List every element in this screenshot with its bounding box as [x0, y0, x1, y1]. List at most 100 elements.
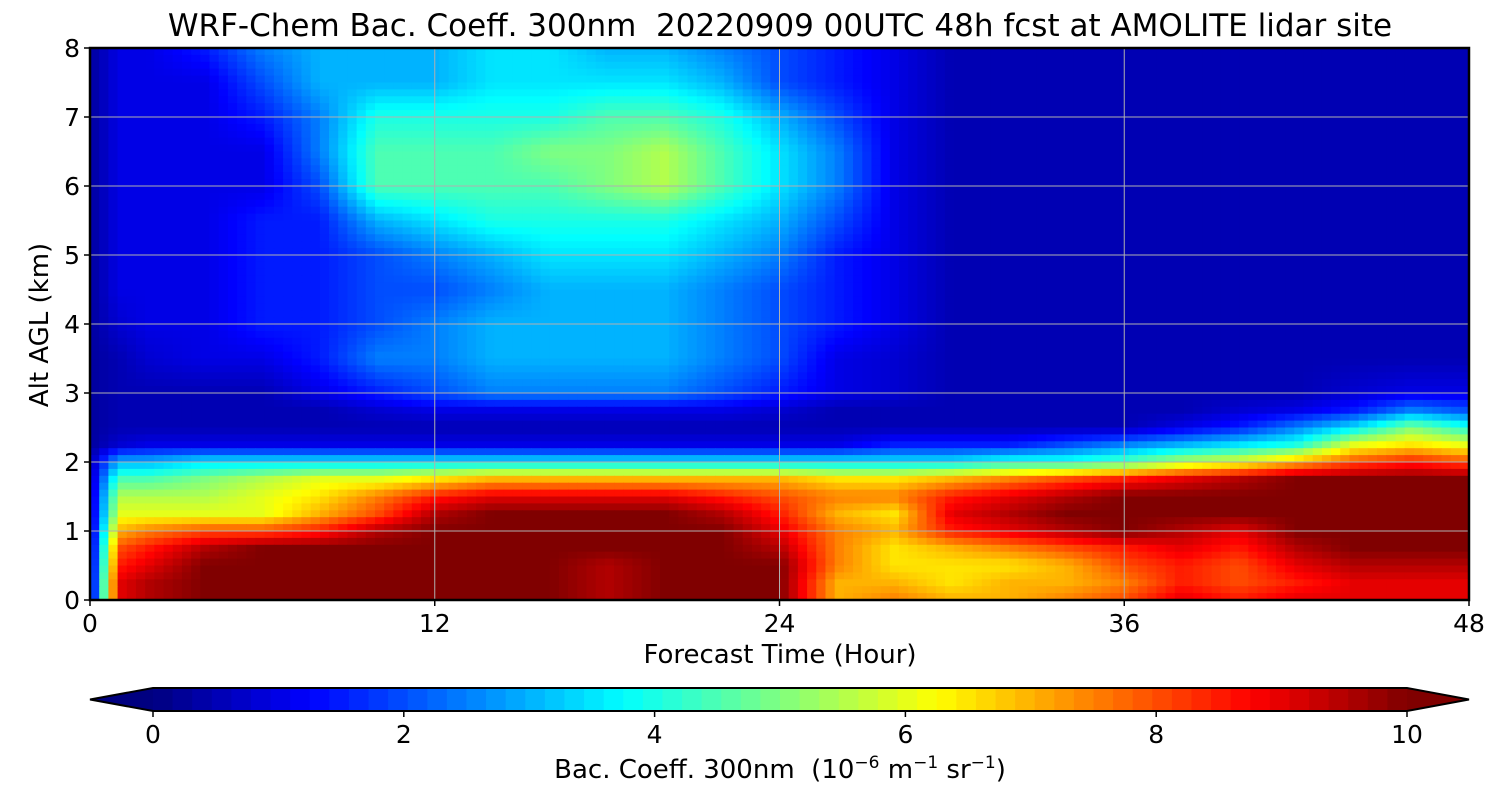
- heatmap-cell: [420, 248, 431, 256]
- heatmap-cell: [1450, 123, 1461, 132]
- heatmap-cell: [457, 165, 468, 173]
- heatmap-cell: [503, 206, 514, 215]
- heatmap-cell: [1395, 48, 1406, 56]
- heatmap-cell: [218, 227, 229, 235]
- heatmap-cell: [1110, 172, 1121, 180]
- heatmap-cell: [1303, 268, 1314, 277]
- heatmap-cell: [705, 151, 716, 159]
- heatmap-cell: [1413, 110, 1424, 118]
- heatmap-cell: [209, 275, 220, 284]
- heatmap-cell: [770, 220, 781, 228]
- heatmap-cell: [522, 248, 532, 256]
- heatmap-cell: [604, 54, 615, 63]
- heatmap-cell: [292, 75, 303, 84]
- heatmap-cell: [641, 123, 652, 132]
- heatmap-cell: [283, 199, 293, 208]
- heatmap-cell: [301, 82, 312, 90]
- heatmap-cell: [1009, 192, 1020, 201]
- heatmap-cell: [1413, 172, 1424, 180]
- heatmap-cell: [365, 151, 376, 159]
- heatmap-cell: [1193, 206, 1203, 215]
- heatmap-cell: [1266, 213, 1277, 222]
- heatmap-cell: [1404, 241, 1415, 249]
- heatmap-cell: [1257, 241, 1268, 249]
- heatmap-cell: [365, 110, 376, 118]
- heatmap-cell: [935, 123, 946, 132]
- heatmap-cell: [650, 206, 661, 215]
- heatmap-cell: [1147, 213, 1158, 222]
- heatmap-cell: [1184, 68, 1194, 77]
- heatmap-cell: [779, 261, 790, 270]
- heatmap-cell: [301, 123, 312, 132]
- heatmap-cell: [329, 48, 339, 56]
- heatmap-cell: [1046, 137, 1056, 146]
- heatmap-cell: [99, 261, 109, 270]
- heatmap-cell: [1358, 158, 1369, 166]
- heatmap-cell: [310, 117, 321, 125]
- heatmap-cell: [264, 268, 275, 277]
- heatmap-cell: [816, 96, 827, 104]
- heatmap-cell: [411, 75, 422, 84]
- heatmap-cell: [1303, 103, 1314, 111]
- heatmap-cell: [402, 48, 413, 56]
- heatmap-cell: [1165, 75, 1176, 84]
- heatmap-cell: [1082, 241, 1093, 249]
- heatmap-cell: [687, 75, 698, 84]
- heatmap-cell: [954, 130, 964, 139]
- heatmap-cell: [338, 248, 349, 256]
- heatmap-cell: [1202, 61, 1213, 70]
- heatmap-cell: [1220, 268, 1231, 277]
- heatmap-cell: [273, 255, 284, 263]
- heatmap-cell: [347, 165, 358, 173]
- heatmap-cell: [1459, 151, 1470, 159]
- heatmap-cell: [1092, 248, 1102, 256]
- heatmap-cell: [485, 248, 496, 256]
- heatmap-cell: [1404, 172, 1415, 180]
- heatmap-cell: [705, 89, 716, 97]
- heatmap-cell: [1082, 192, 1093, 201]
- heatmap-cell: [568, 117, 578, 125]
- heatmap-cell: [1358, 255, 1369, 263]
- heatmap-cell: [1367, 48, 1378, 56]
- heatmap-cell: [1174, 172, 1185, 180]
- heatmap-cell: [862, 227, 873, 235]
- heatmap-cell: [595, 220, 606, 228]
- heatmap-cell: [853, 96, 863, 104]
- heatmap-cell: [963, 89, 974, 97]
- heatmap-cell: [568, 144, 578, 153]
- heatmap-cell: [145, 61, 155, 70]
- heatmap-cell: [108, 158, 119, 166]
- heatmap-cell: [246, 137, 257, 146]
- heatmap-cell: [117, 75, 128, 84]
- heatmap-cell: [797, 96, 808, 104]
- heatmap-cell: [623, 96, 633, 104]
- heatmap-cell: [908, 165, 918, 173]
- heatmap-cell: [944, 130, 955, 139]
- heatmap-cell: [1055, 68, 1066, 77]
- heatmap-cell: [678, 268, 689, 277]
- heatmap-cell: [549, 103, 560, 111]
- heatmap-cell: [853, 179, 863, 187]
- heatmap-cell: [273, 172, 284, 180]
- heatmap-cell: [1441, 268, 1452, 277]
- heatmap-cell: [402, 206, 413, 215]
- heatmap-cell: [145, 179, 155, 187]
- heatmap-cell: [880, 54, 891, 63]
- heatmap-cell: [549, 68, 560, 77]
- heatmap-cell: [292, 54, 303, 63]
- heatmap-cell: [1386, 61, 1397, 70]
- heatmap-cell: [742, 110, 753, 118]
- heatmap-cell: [1358, 165, 1369, 173]
- heatmap-cell: [1340, 186, 1351, 194]
- heatmap-cell: [1092, 255, 1102, 263]
- heatmap-cell: [1459, 186, 1470, 194]
- heatmap-cell: [209, 48, 220, 56]
- heatmap-cell: [1441, 179, 1452, 187]
- heatmap-cell: [512, 75, 523, 84]
- heatmap-cell: [1349, 61, 1360, 70]
- heatmap-cell: [1377, 220, 1387, 228]
- heatmap-cell: [788, 186, 799, 194]
- heatmap-cell: [356, 48, 367, 56]
- heatmap-cell: [549, 61, 560, 70]
- heatmap-cell: [1321, 213, 1332, 222]
